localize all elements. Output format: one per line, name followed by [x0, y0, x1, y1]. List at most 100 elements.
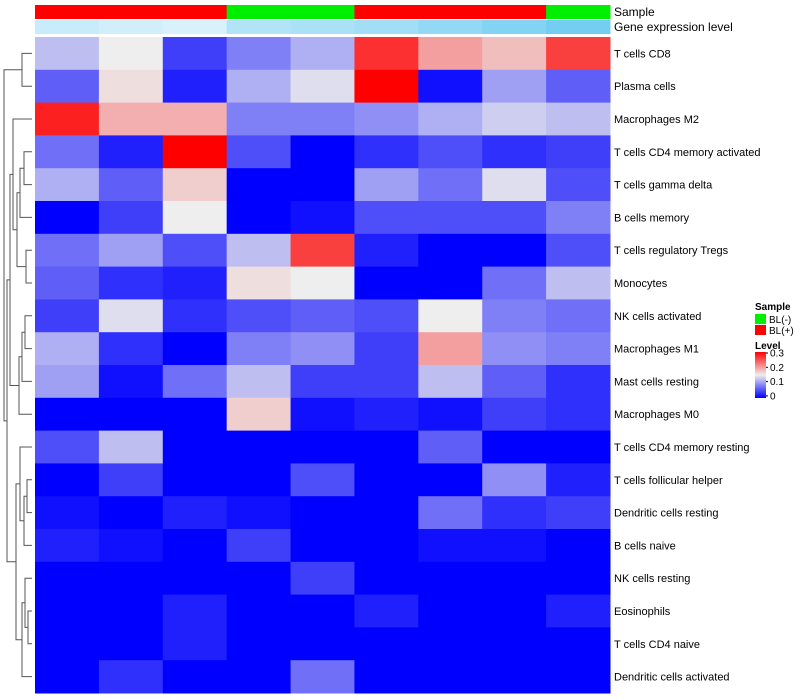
heatmap-cell [162, 529, 228, 563]
heatmap-cell [35, 135, 100, 169]
heatmap-cell [482, 135, 547, 169]
heatmap-cell [546, 529, 611, 563]
heatmap-cell [418, 463, 483, 497]
gene-annotation-cell [290, 20, 355, 34]
heatmap-cell [418, 69, 483, 104]
heatmap-cell [35, 37, 100, 71]
heatmap-cell [98, 299, 164, 333]
sample-annotation-cell [354, 5, 419, 19]
heatmap-cell [418, 594, 483, 628]
heatmap-cell [98, 430, 164, 464]
heatmap-cell [354, 37, 419, 71]
heatmap-cell [226, 594, 292, 628]
heatmap-cell [418, 135, 483, 169]
heatmap-cell [482, 168, 547, 202]
heatmap-cell [546, 135, 611, 169]
heatmap-cell [290, 299, 355, 333]
heatmap-cell [98, 463, 164, 497]
heatmap-cell [290, 529, 355, 563]
heatmap-cell [482, 660, 547, 694]
level-color-bar [755, 352, 766, 398]
heatmap-cell [290, 332, 355, 366]
row-label: Eosinophils [614, 606, 671, 618]
heatmap-cell [482, 627, 547, 661]
heatmap-cell [98, 233, 164, 268]
heatmap-cell [354, 660, 419, 694]
heatmap-cell [354, 332, 419, 366]
heatmap-cell [98, 561, 164, 596]
heatmap-cell [35, 266, 100, 300]
sample-annotation-label: Sample [614, 5, 655, 19]
sample-annotation-cell [418, 5, 483, 19]
heatmap-cell [546, 627, 611, 661]
heatmap-cell [482, 594, 547, 628]
row-label: Plasma cells [614, 81, 676, 93]
heatmap-cell [418, 332, 483, 366]
row-label: T cells CD8 [614, 48, 671, 60]
heatmap-cell [290, 496, 355, 530]
heatmap-cell [226, 561, 292, 596]
legend: Sample BL(-) BL(+) Level 0.3 0.2 0.1 0 [755, 302, 794, 402]
heatmap-cell [354, 102, 419, 136]
heatmap-cell [354, 627, 419, 661]
gene-annotation-cell [226, 20, 292, 34]
heatmap-cell [482, 102, 547, 136]
heatmap-cell [35, 594, 100, 628]
heatmap-cell [226, 102, 292, 136]
heatmap-cell [354, 69, 419, 104]
heatmap-cell [290, 201, 355, 235]
heatmap-cell [290, 430, 355, 464]
level-tick-label: 0 [770, 391, 776, 402]
heatmap-cell [482, 37, 547, 71]
level-ticks: 0.3 0.2 0.1 0 [766, 349, 784, 402]
heatmap-cell [35, 69, 100, 104]
heatmap-cell [162, 37, 228, 71]
heatmap-cell [354, 496, 419, 530]
heatmap-cell [35, 299, 100, 333]
heatmap-cell [162, 135, 228, 169]
level-tick-label: 0.2 [770, 363, 784, 374]
heatmap-cell [354, 561, 419, 596]
heatmap-cell [35, 496, 100, 530]
legend-label-bl-minus: BL(-) [769, 315, 791, 326]
heatmap-cell [418, 37, 483, 71]
heatmap-cell [418, 627, 483, 661]
heatmap-cell [418, 201, 483, 235]
heatmap-cell [35, 397, 100, 432]
heatmap-cell [35, 201, 100, 235]
sample-annotation-cell [35, 5, 100, 19]
heatmap-cell [98, 594, 164, 628]
heatmap-cell [226, 365, 292, 399]
heatmap-cell [290, 365, 355, 399]
heatmap-cell [35, 365, 100, 399]
gene-annotation-cell [162, 20, 228, 34]
row-label: Macrophages M0 [614, 409, 699, 421]
heatmap-cell [226, 69, 292, 104]
gene-annotation-cell [418, 20, 483, 34]
heatmap-cell [418, 102, 483, 136]
row-label: T cells CD4 memory activated [614, 147, 761, 159]
gene-annotation-cell [354, 20, 419, 34]
heatmap-cell [162, 102, 228, 136]
heatmap-cell [354, 463, 419, 497]
heatmap-cell [226, 430, 292, 464]
row-label: T cells gamma delta [614, 180, 713, 192]
row-label: Macrophages M2 [614, 114, 699, 126]
heatmap-cell [226, 463, 292, 497]
heatmap-cell [226, 266, 292, 300]
heatmap-cell [162, 594, 228, 628]
heatmap-cell [354, 168, 419, 202]
heatmap-cell [290, 660, 355, 694]
legend-sample-title: Sample [755, 302, 791, 313]
legend-label-bl-plus: BL(+) [769, 326, 794, 337]
heatmap-cell [162, 201, 228, 235]
heatmap-cell [35, 561, 100, 596]
heatmap-cell [162, 266, 228, 300]
heatmap-cell [546, 594, 611, 628]
heatmap-cell [482, 201, 547, 235]
heatmap-cell [98, 397, 164, 432]
gene-annotation-label: Gene expression level [614, 20, 733, 34]
heatmap-cell [226, 299, 292, 333]
heatmap-cell [354, 135, 419, 169]
